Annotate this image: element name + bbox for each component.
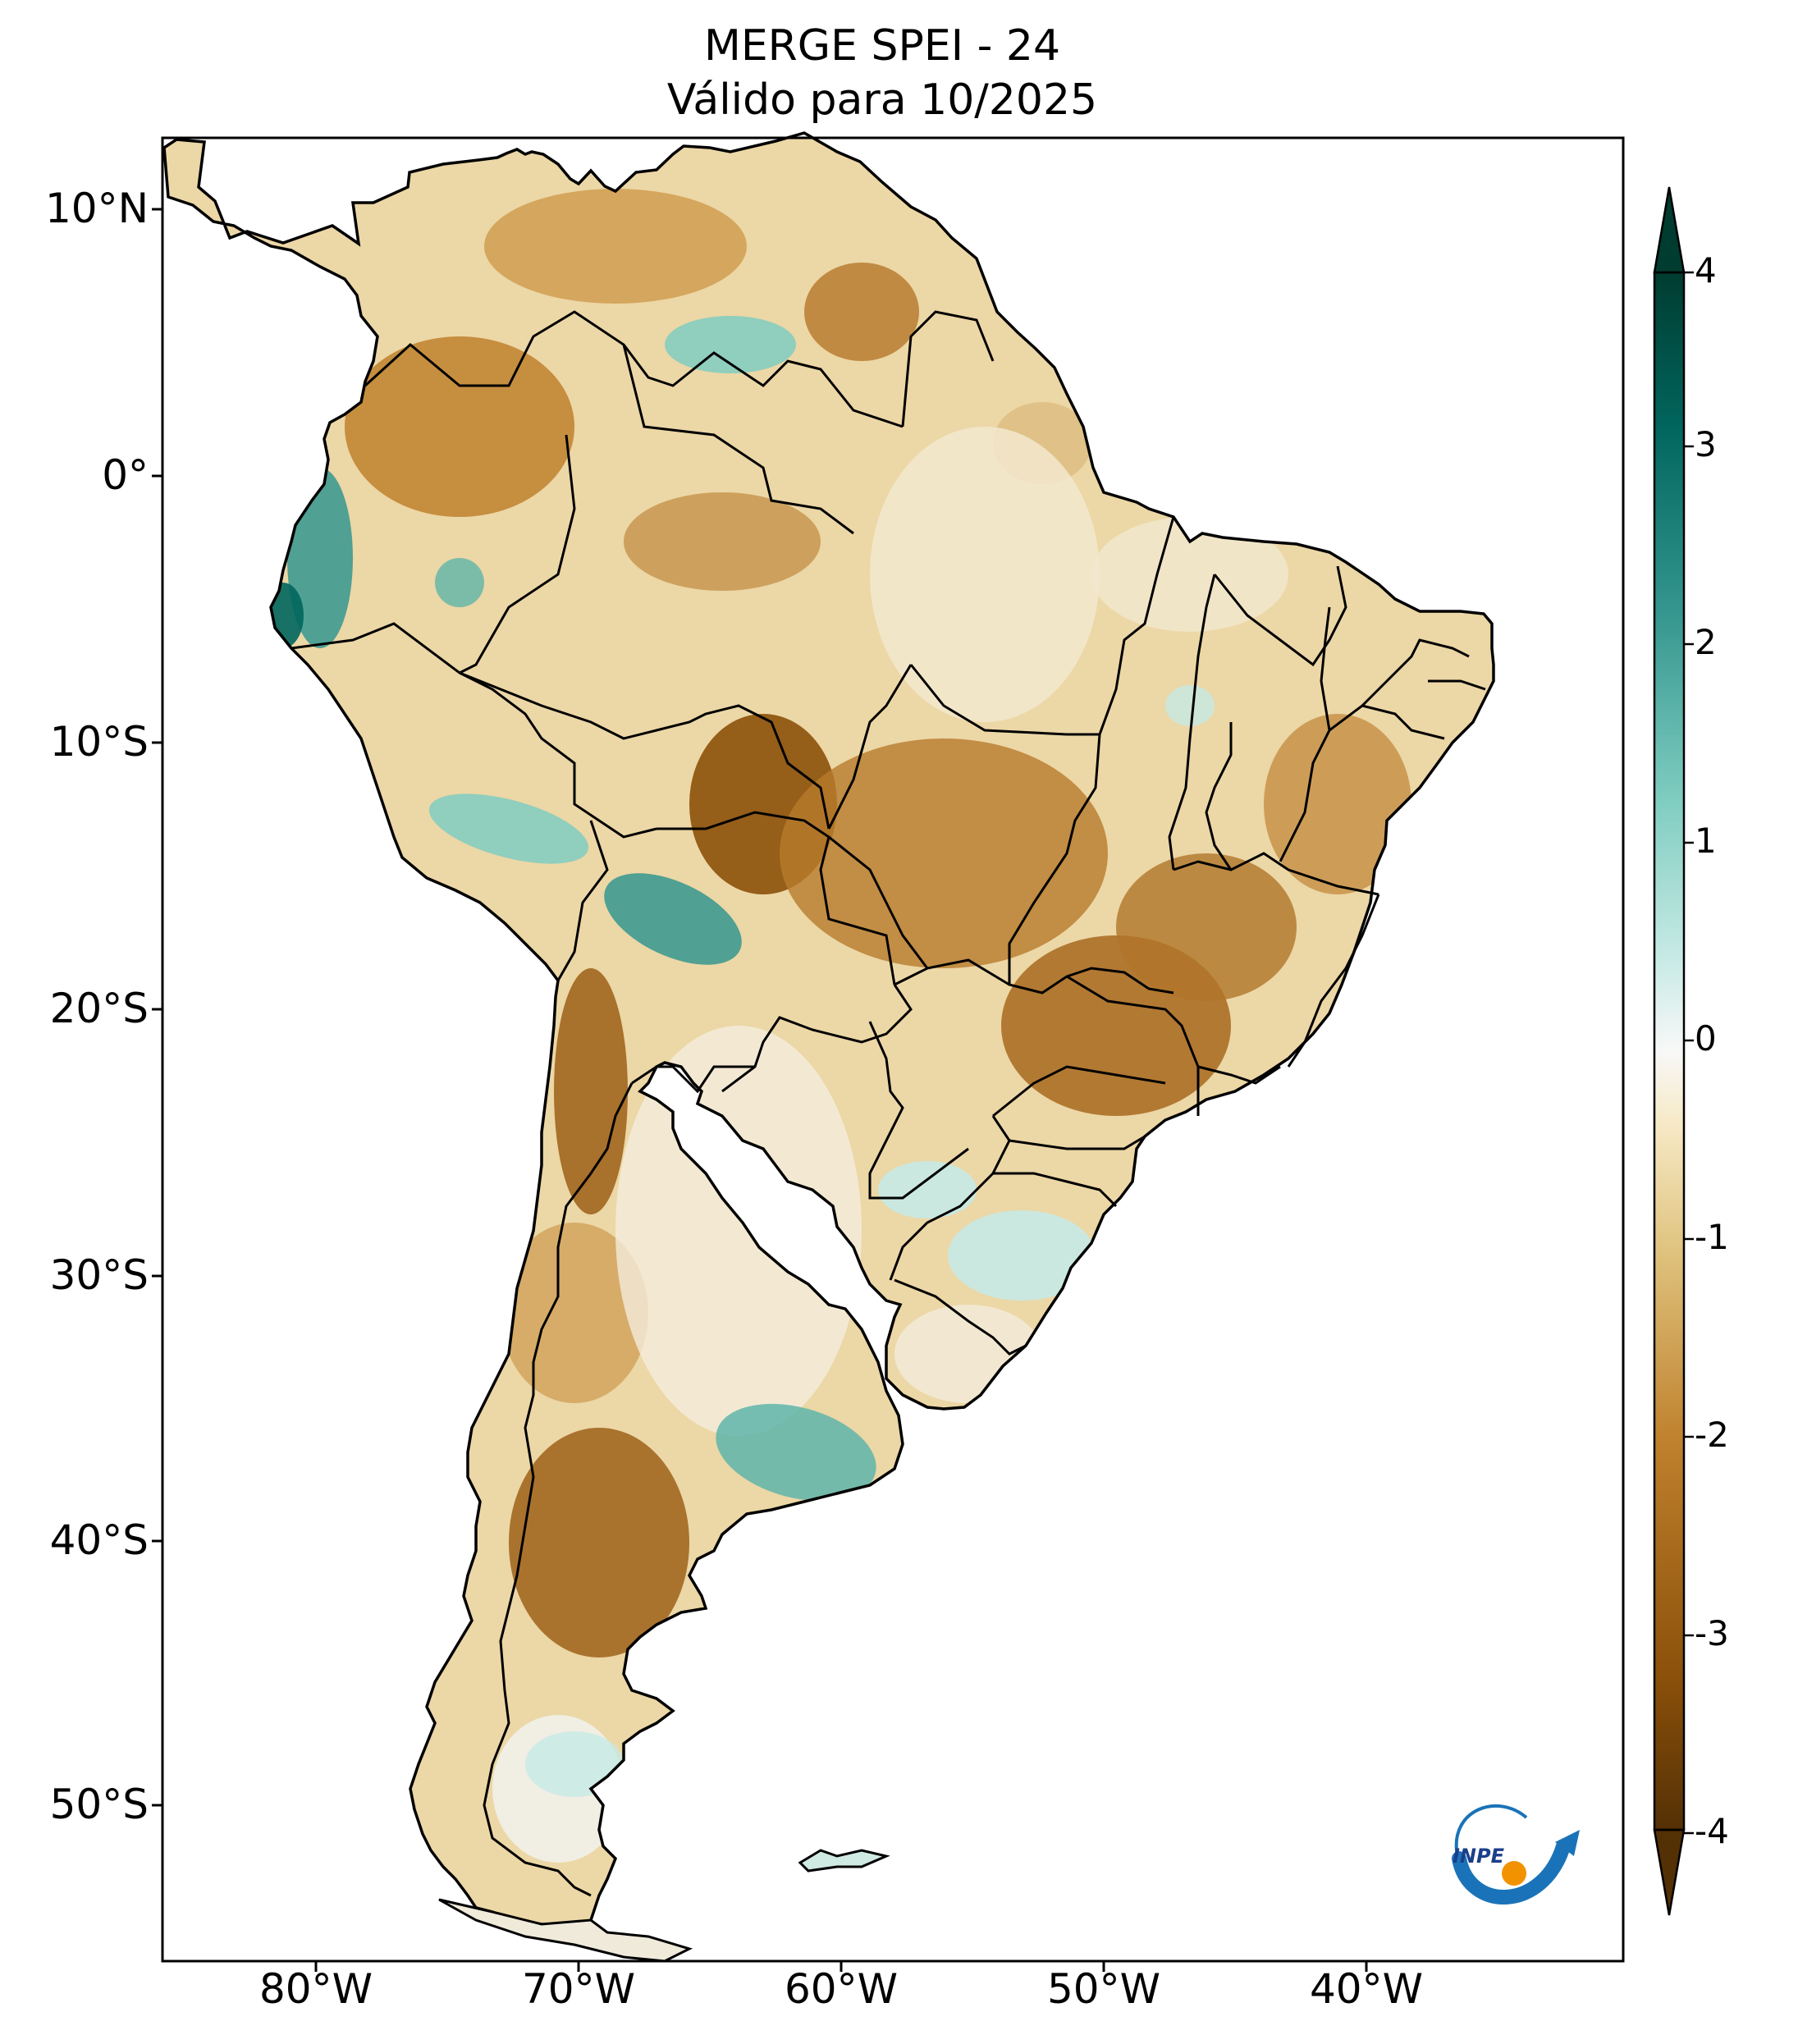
colorbar-tick-label: -3 <box>1695 1613 1729 1653</box>
lat-label-30s: 30°S <box>49 1251 149 1299</box>
colorbar-tick-label: 4 <box>1695 250 1717 290</box>
map-subtitle: Válido para 10/2025 <box>666 75 1098 125</box>
colorbar-tick-label: -1 <box>1695 1217 1729 1257</box>
colorbar-tick-label: 2 <box>1695 622 1717 662</box>
lon-label-70w: 70°W <box>521 1965 636 2013</box>
lon-label-50w: 50°W <box>1046 1965 1161 2013</box>
lon-label-80w: 80°W <box>258 1965 373 2013</box>
lon-label-40w: 40°W <box>1309 1965 1424 2013</box>
colorbar <box>1653 186 1694 1916</box>
lat-label-10n: 10°N <box>44 185 149 232</box>
lon-label-60w: 60°W <box>784 1965 899 2013</box>
lat-label-10s: 10°S <box>49 718 149 766</box>
lat-label-40s: 40°S <box>49 1516 149 1564</box>
lat-label-50s: 50°S <box>49 1781 149 1828</box>
country-borders <box>291 310 1486 1897</box>
inpe-logo <box>1452 1804 1580 1905</box>
colorbar-tick-label: -4 <box>1695 1811 1729 1851</box>
colorbar-tick-label: -2 <box>1695 1415 1729 1455</box>
colorbar-tick-label: 0 <box>1695 1018 1717 1059</box>
colorbar-tick-label: 1 <box>1695 821 1717 861</box>
lat-label-20s: 20°S <box>49 985 149 1032</box>
lat-label-0: 0° <box>102 451 149 499</box>
map-title: MERGE SPEI - 24 <box>703 21 1061 71</box>
colorbar-tick-label: 3 <box>1695 424 1717 464</box>
inpe-logo-text: INPE <box>1453 1845 1504 1868</box>
